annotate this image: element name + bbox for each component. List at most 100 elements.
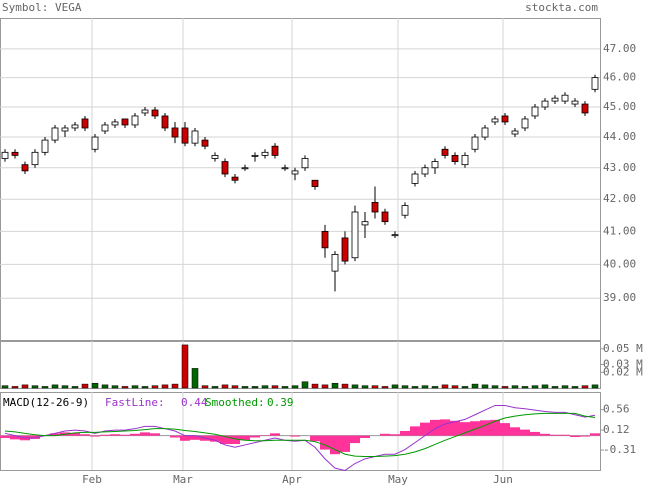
x-tick-label: Apr	[282, 473, 302, 486]
legend-value: 0.39	[267, 396, 294, 409]
candle-body	[61, 127, 69, 132]
volume-bar	[61, 385, 69, 389]
histogram-bar	[580, 435, 590, 437]
candle-body	[331, 254, 339, 272]
histogram-bar	[510, 427, 520, 436]
histogram-bar	[390, 434, 400, 436]
candle-body	[301, 158, 309, 169]
candle-body	[281, 167, 289, 170]
candle-body	[461, 154, 469, 166]
histogram-bar	[140, 432, 150, 436]
candle-body	[191, 130, 199, 144]
y-tick-label: 0.03 M	[603, 358, 643, 371]
candle-body	[221, 161, 229, 175]
volume-bar	[531, 385, 539, 389]
volume-bar	[141, 386, 149, 389]
volume-bar	[41, 386, 49, 389]
histogram-bar	[110, 434, 120, 436]
volume-bar	[551, 386, 559, 389]
x-tick-label: Mar	[173, 473, 193, 486]
volume-bar	[571, 386, 579, 389]
volume-bar	[431, 386, 439, 389]
volume-bar	[391, 384, 399, 389]
histogram-bar	[150, 433, 160, 436]
candle-body	[151, 109, 159, 117]
volume-bar	[321, 384, 329, 389]
candle-body	[71, 124, 79, 129]
candle-body	[51, 127, 59, 141]
volume-bar	[271, 385, 279, 389]
histogram-bar	[290, 435, 300, 437]
histogram-bar	[590, 433, 600, 436]
candle-body	[251, 154, 259, 157]
volume-bar	[11, 386, 19, 389]
volume-bar	[121, 386, 129, 389]
candle-body	[441, 148, 449, 156]
histogram-bar	[440, 419, 450, 436]
y-tick-label: 47.00	[603, 42, 636, 55]
candle-body	[531, 106, 539, 117]
volume-bar	[421, 385, 429, 389]
histogram-bar	[120, 434, 130, 436]
candle-body	[481, 127, 489, 138]
y-tick-label: 45.00	[603, 100, 636, 113]
y-tick-label: 43.00	[603, 161, 636, 174]
candle-body	[391, 234, 399, 237]
histogram-bar	[400, 431, 410, 436]
candle-body	[541, 100, 549, 108]
candle-body	[291, 170, 299, 175]
histogram-bar	[410, 426, 420, 436]
volume-bar	[561, 385, 569, 389]
volume-bar	[251, 386, 259, 389]
candle-body	[161, 115, 169, 129]
histogram-bar	[0, 435, 10, 438]
histogram-bar	[50, 433, 60, 436]
candle-body	[421, 167, 429, 175]
volume-bar	[201, 385, 209, 389]
volume-bar	[351, 384, 359, 389]
candle-body	[511, 130, 519, 135]
histogram-bar	[30, 435, 40, 439]
histogram-bar	[270, 433, 280, 436]
y-tick-label: 42.00	[603, 192, 636, 205]
volume-bar	[221, 384, 229, 389]
candle-body	[261, 151, 269, 156]
histogram-bar	[350, 435, 360, 444]
candle-body	[311, 179, 319, 187]
candle-body	[201, 139, 209, 147]
volume-bar	[311, 383, 319, 389]
volume-bar	[371, 385, 379, 389]
y-tick-label: 40.00	[603, 257, 636, 270]
histogram-bar	[550, 434, 560, 436]
volume-bar	[491, 385, 499, 389]
histogram-bar	[330, 435, 340, 455]
histogram-bar	[100, 434, 110, 436]
volume-bar	[581, 385, 589, 389]
histogram-bar	[380, 433, 390, 436]
volume-bar	[281, 386, 289, 389]
volume-bar	[301, 381, 309, 389]
volume-bar	[171, 383, 179, 389]
histogram-bar	[430, 419, 440, 436]
volume-bar	[81, 383, 89, 389]
candle-body	[41, 139, 49, 153]
legend-value: 0.44	[181, 396, 208, 409]
candle-body	[351, 211, 359, 259]
candle-body	[21, 164, 29, 172]
x-tick-label: Feb	[82, 473, 102, 486]
histogram-bar	[190, 435, 200, 440]
volume-bar	[541, 384, 549, 389]
candle-body	[381, 211, 389, 223]
candle-body	[211, 154, 219, 159]
x-tick-label: May	[388, 473, 408, 486]
candle-body	[181, 127, 189, 144]
histogram-bar	[480, 420, 490, 436]
volume-bar	[191, 368, 199, 389]
candle-body	[501, 115, 509, 123]
volume-bar	[261, 385, 269, 389]
y-tick-label: 0.56	[603, 403, 630, 416]
volume-bar	[341, 383, 349, 389]
volume-bar	[231, 385, 239, 389]
histogram-bar	[420, 422, 430, 436]
histogram-bar	[130, 433, 140, 436]
